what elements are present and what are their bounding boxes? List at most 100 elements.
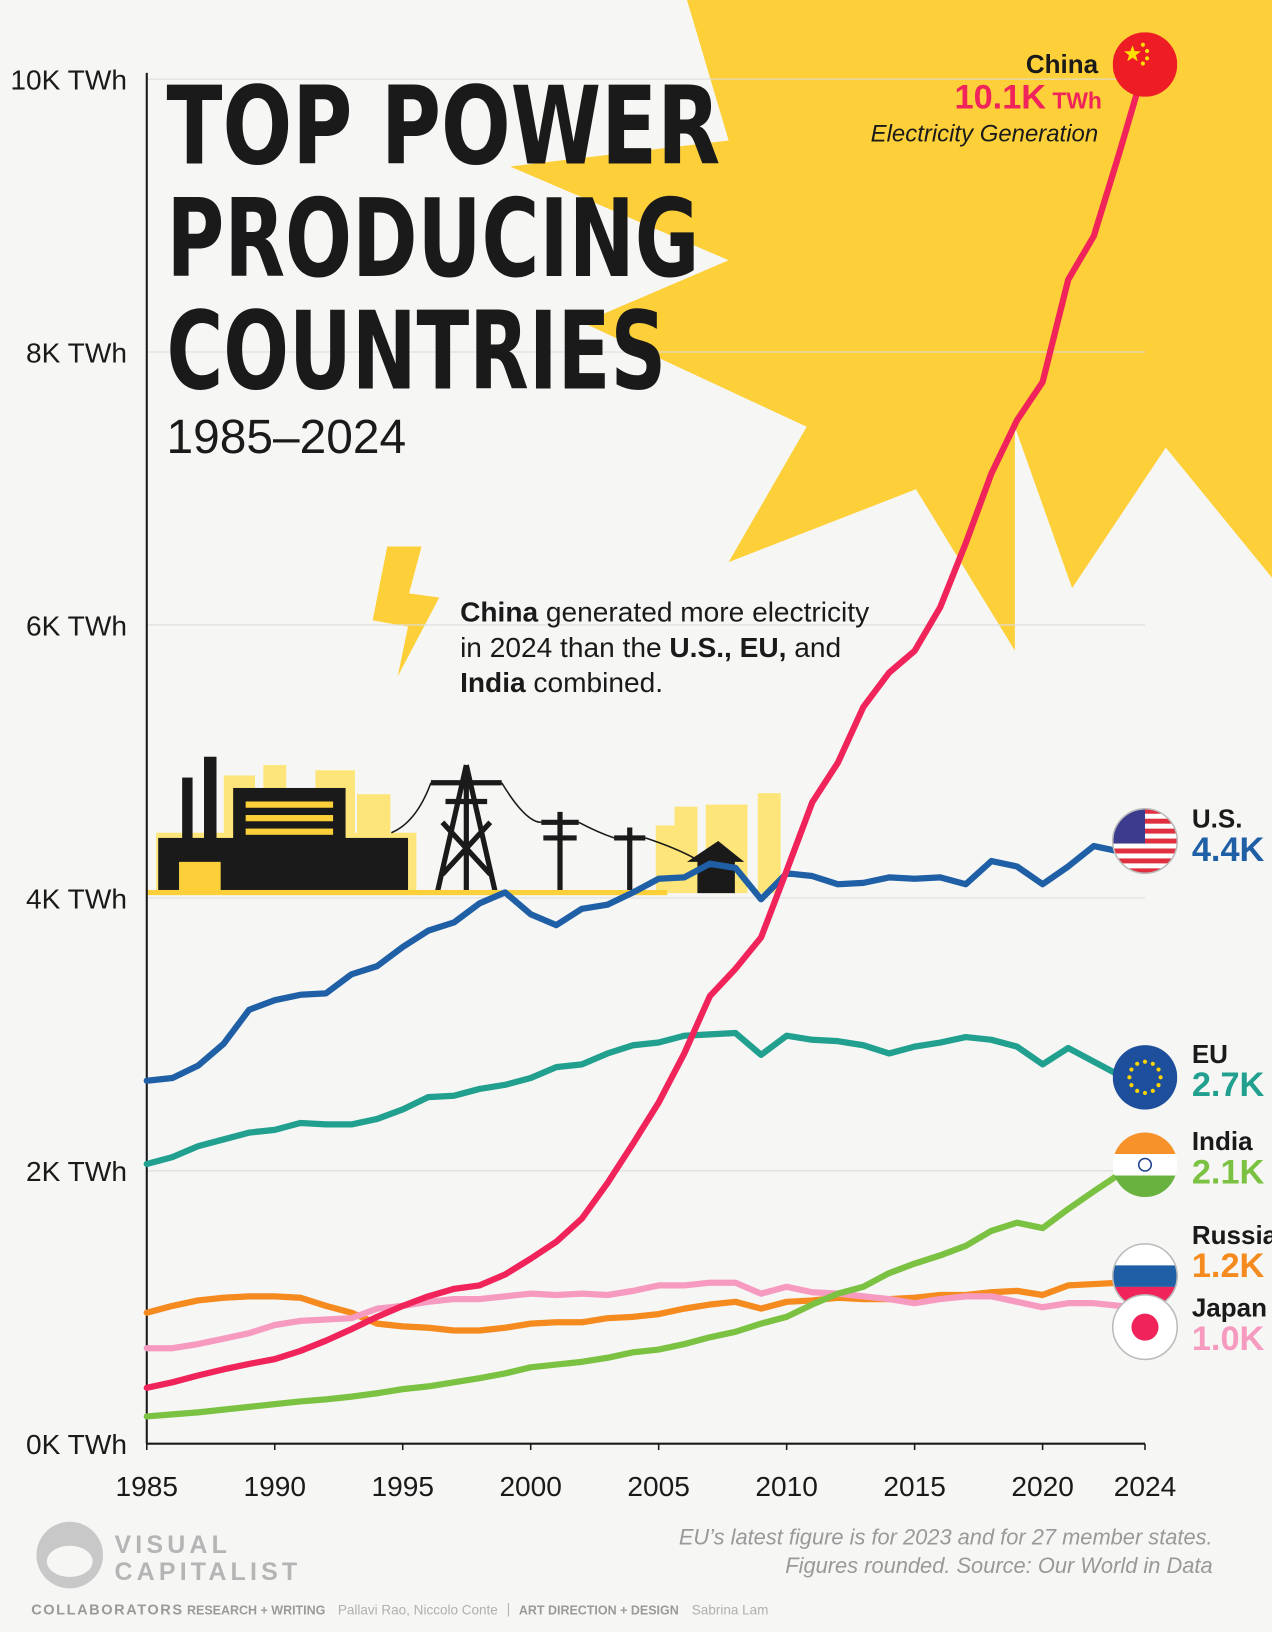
legend-name: India [1192, 1126, 1253, 1156]
grid: 0K TWh 2K TWh 4K TWh 6K TWh 8K TWh 10K TWh 198… [10, 65, 1176, 1502]
flag-part [1112, 1045, 1178, 1110]
annotation-part: U.S., EU, [669, 632, 786, 663]
flag-star-small [1144, 48, 1150, 54]
annotation-part: China [460, 596, 538, 627]
legend-name: U.S. [1192, 804, 1243, 834]
flag-star [1150, 1061, 1155, 1066]
logo-icon-inner [46, 1545, 93, 1577]
flag-border [1111, 1294, 1179, 1361]
factory-door [179, 861, 221, 893]
flag-wheel [1137, 1157, 1153, 1172]
y-tick-label: 6K TWh [26, 610, 127, 641]
annotation-part: India [460, 667, 526, 698]
x-tick-label: 2010 [755, 1471, 818, 1502]
building-bg [655, 825, 677, 894]
flag-star-small [1140, 42, 1145, 47]
flag-star [1156, 1067, 1161, 1072]
flag-part [1112, 1265, 1178, 1287]
flag-part [1112, 1132, 1178, 1155]
credit-role: ART DIRECTION + DESIGN [519, 1603, 679, 1617]
flag-part [1112, 868, 1178, 874]
pylon [430, 764, 502, 894]
lightning-icon [372, 546, 440, 677]
annotation-part: and [786, 632, 841, 663]
legend-name: EU [1192, 1039, 1228, 1069]
x-tick-label: 2005 [627, 1471, 690, 1502]
factory-window [245, 801, 334, 808]
flag-part [1112, 1154, 1178, 1176]
footnote: Figures rounded. Source: Our World in Da… [785, 1553, 1212, 1578]
y-tick-label: 0K TWh [26, 1429, 127, 1460]
x-tick-label: 2015 [883, 1471, 946, 1502]
flag [1112, 32, 1178, 97]
utility-pole [541, 811, 646, 894]
flag-star-small [1140, 61, 1145, 66]
sun-shape [510, 0, 1272, 651]
annotation: India combined. [460, 667, 663, 698]
series-line [143, 840, 1149, 1084]
canvas: 0K TWh 2K TWh 4K TWh 6K TWh 8K TWh 10K TWh 198… [10, 0, 1272, 1618]
value-note: Electricity Generation [871, 121, 1099, 148]
chart-title: PRODUCING [167, 176, 700, 302]
power-wire [391, 782, 696, 860]
flag [1112, 1294, 1178, 1360]
flag-star-small [1144, 56, 1150, 61]
flag-star [1127, 1075, 1132, 1080]
flag-sun [1131, 1313, 1159, 1341]
series-line [143, 62, 1149, 1391]
legend-name: Russia [1192, 1220, 1272, 1250]
value-label: 1.0K [1192, 1320, 1265, 1358]
flag [1112, 1045, 1178, 1110]
credit-role: RESEARCH + WRITING [187, 1603, 325, 1617]
flag-star [1150, 1088, 1155, 1093]
flag-star [1142, 1090, 1148, 1096]
flag-part [1112, 1243, 1178, 1266]
flag [1112, 808, 1178, 874]
flag-star [1129, 1083, 1134, 1088]
series-line [143, 1029, 1123, 1168]
value-label: 4.4K [1192, 831, 1265, 869]
value-label: 10.1K [954, 78, 1046, 116]
flag-part [1112, 32, 1178, 97]
series-line [143, 1156, 1149, 1420]
y-tick-label: 8K TWh [26, 337, 127, 368]
logo-text: VISUAL [114, 1531, 231, 1559]
flag-star [1156, 1083, 1161, 1088]
x-tick-label: 1985 [116, 1471, 179, 1502]
flag-border [1111, 807, 1179, 875]
industry-illustration [146, 756, 781, 896]
footnote: EU’s latest figure is for 2023 and for 2… [679, 1525, 1213, 1550]
flag-star [1129, 1067, 1134, 1072]
annotation: in 2024 than the U.S., EU, and [460, 632, 841, 663]
value-unit: TWh [1052, 87, 1102, 113]
credit-names: Pallavi Rao, Niccolo Conte [338, 1602, 498, 1617]
flag-part [1112, 848, 1178, 854]
value-label: 1.2K [1192, 1247, 1265, 1285]
flag-part [1112, 1175, 1178, 1198]
x-tick-label: 1990 [243, 1471, 306, 1502]
y-tick-label: 2K TWh [26, 1156, 127, 1187]
x-tick-label: 2024 [1114, 1471, 1177, 1502]
chimney [182, 777, 193, 841]
logo-text: CAPITALIST [114, 1558, 301, 1586]
x-tick-label: 1995 [371, 1471, 434, 1502]
building-bg [757, 793, 781, 894]
flag-star [1124, 45, 1141, 62]
credit-role: COLLABORATORS [31, 1602, 183, 1618]
value-label: 2.1K [1192, 1154, 1265, 1192]
annotation-part: generated more electricity [538, 596, 869, 627]
credit-names: Sabrina Lam [692, 1602, 769, 1617]
chart-title: COUNTRIES [167, 288, 667, 414]
chart-subtitle: 1985–2024 [167, 411, 407, 464]
flag-star [1142, 1059, 1148, 1064]
y-tick-label: 10K TWh [10, 65, 127, 96]
annotation-part: combined. [526, 667, 663, 698]
factory-window [245, 815, 334, 822]
annotation: China generated more electricity [460, 596, 869, 627]
series-line [143, 1279, 1149, 1352]
flag-part [1112, 858, 1178, 864]
annotation-part: in 2024 than the [460, 632, 669, 663]
